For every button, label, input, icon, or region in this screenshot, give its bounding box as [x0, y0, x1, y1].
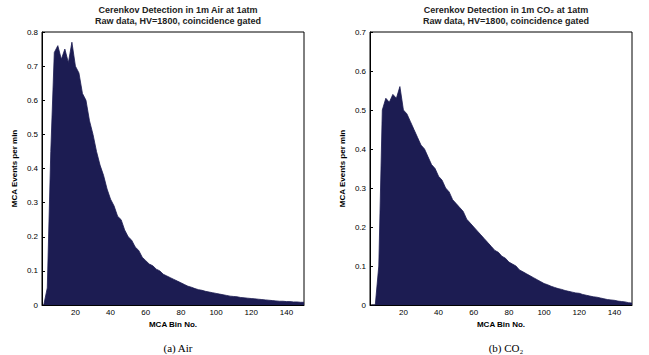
svg-text:0: 0 [34, 301, 39, 310]
svg-text:140: 140 [608, 308, 622, 317]
svg-text:(b) CO₂: (b) CO₂ [489, 342, 524, 355]
svg-text:0.7: 0.7 [355, 28, 367, 37]
svg-text:40: 40 [434, 308, 443, 317]
svg-text:140: 140 [280, 308, 294, 317]
svg-text:120: 120 [245, 308, 259, 317]
svg-text:60: 60 [141, 308, 150, 317]
svg-text:Raw data, HV=1800, coincidence: Raw data, HV=1800, coincidence gated [423, 16, 589, 26]
svg-text:120: 120 [573, 308, 587, 317]
svg-text:20: 20 [71, 308, 80, 317]
svg-text:Cerenkov Detection in 1m CO₂ a: Cerenkov Detection in 1m CO₂ at 1atm [424, 5, 589, 15]
svg-text:100: 100 [209, 308, 223, 317]
svg-text:MCA Bin No.: MCA Bin No. [477, 320, 525, 329]
svg-text:40: 40 [106, 308, 115, 317]
svg-text:0.8: 0.8 [27, 28, 39, 37]
svg-text:60: 60 [469, 308, 478, 317]
svg-text:80: 80 [176, 308, 185, 317]
svg-text:(a) Air: (a) Air [163, 342, 192, 355]
svg-text:0.6: 0.6 [355, 67, 367, 76]
svg-text:0.2: 0.2 [27, 232, 39, 241]
svg-text:0.1: 0.1 [355, 262, 367, 271]
svg-text:0.3: 0.3 [27, 198, 39, 207]
svg-text:MCA Events per min: MCA Events per min [338, 130, 347, 208]
svg-text:0.3: 0.3 [355, 184, 367, 193]
svg-text:Raw data, HV=1800, coincidence: Raw data, HV=1800, coincidence gated [95, 16, 261, 26]
svg-text:0.5: 0.5 [355, 106, 367, 115]
svg-text:0.2: 0.2 [355, 223, 367, 232]
svg-text:MCA Events per min: MCA Events per min [10, 130, 19, 208]
svg-text:Cerenkov Detection in 1m Air a: Cerenkov Detection in 1m Air at 1atm [98, 5, 257, 15]
svg-text:0.6: 0.6 [27, 96, 39, 105]
svg-text:100: 100 [537, 308, 551, 317]
svg-text:MCA Bin No.: MCA Bin No. [149, 320, 197, 329]
svg-text:0: 0 [362, 301, 367, 310]
svg-text:0.1: 0.1 [27, 266, 39, 275]
svg-text:0.4: 0.4 [355, 145, 367, 154]
svg-text:80: 80 [504, 308, 513, 317]
svg-text:0.5: 0.5 [27, 130, 39, 139]
svg-text:20: 20 [399, 308, 408, 317]
svg-text:0.7: 0.7 [27, 62, 39, 71]
svg-text:0.4: 0.4 [27, 164, 39, 173]
